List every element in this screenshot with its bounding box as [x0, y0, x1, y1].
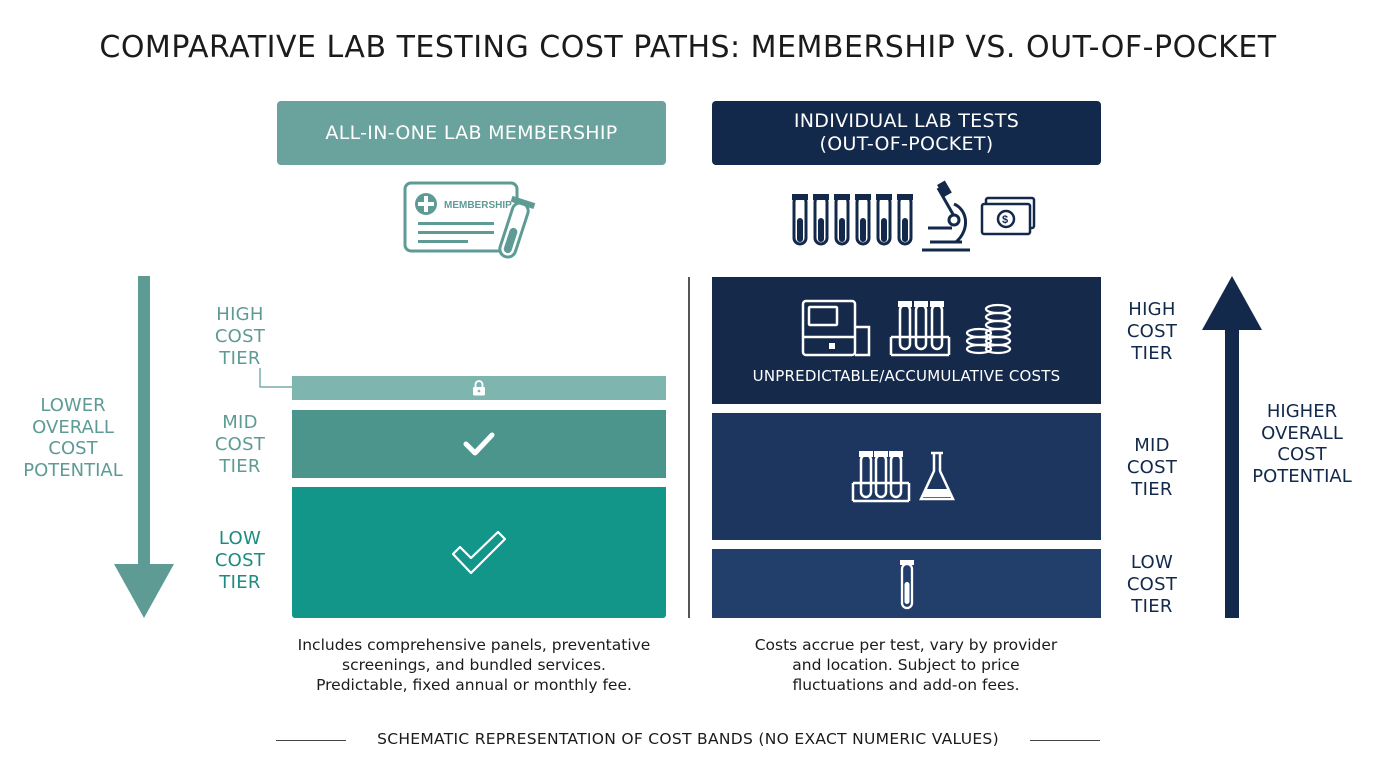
description-line: screenings, and bundled services.	[342, 656, 606, 674]
page-title: COMPARATIVE LAB TESTING COST PATHS: MEMB…	[99, 30, 1277, 65]
lower-cost-label-line: OVERALL	[32, 416, 114, 438]
tier-connector-line	[259, 368, 292, 388]
membership-description: Includes comprehensive panels, preventat…	[274, 635, 674, 695]
individual-high-band: UNPREDICTABLE/ACCUMULATIVE COSTS	[712, 277, 1101, 404]
tier-label-line: COST	[214, 434, 266, 455]
lower-cost-label-line: LOWER	[40, 395, 106, 416]
description-line: Costs accrue per test, vary by provider	[754, 636, 1058, 654]
right-tier-low-label: LOW COST TIER	[1107, 552, 1197, 618]
tier-label-line: HIGH	[1128, 299, 1176, 320]
unpredictable-costs-label: UNPREDICTABLE/ACCUMULATIVE COSTS	[752, 366, 1061, 385]
left-tier-low-label: LOW COST TIER	[195, 528, 285, 594]
lower-cost-label-line: COST	[48, 438, 98, 459]
membership-low-band	[292, 487, 666, 618]
description-line: and location. Subject to price	[792, 656, 1020, 674]
lower-cost-label-line: POTENTIAL	[23, 459, 123, 481]
membership-card-text: MEMBERSHIP	[444, 200, 512, 211]
left-tier-high-label: HIGH COST TIER	[195, 304, 285, 370]
description-line: fluctuations and add-on fees.	[792, 676, 1020, 694]
higher-cost-label-line: OVERALL	[1261, 422, 1343, 444]
higher-cost-label-line: HIGHER	[1266, 401, 1338, 422]
membership-card-icon: MEMBERSHIP	[403, 181, 536, 259]
lock-icon	[473, 380, 485, 396]
checkmark-icon	[463, 432, 495, 456]
individual-tests-header-line2: (OUT-OF-POCKET)	[819, 133, 994, 155]
right-tier-high-label: HIGH COST TIER	[1107, 299, 1197, 365]
footer-rule-right	[1030, 740, 1100, 741]
tier-label-line: COST	[1126, 321, 1178, 342]
tier-label-line: HIGH	[216, 304, 264, 325]
individual-mid-band	[712, 413, 1101, 540]
tier-label-line: TIER	[219, 348, 261, 369]
single-test-tube-icon	[899, 559, 914, 609]
tier-label-line: MID	[1134, 435, 1170, 456]
right-tier-mid-label: MID COST TIER	[1107, 435, 1197, 501]
tier-label-line: MID	[222, 412, 258, 433]
tier-label-line: LOW	[218, 528, 262, 549]
higher-cost-arrow-icon	[1202, 276, 1262, 618]
lower-cost-arrow-icon	[114, 276, 174, 618]
individual-tests-description: Costs accrue per test, vary by provider …	[706, 635, 1106, 695]
lab-analyzer-tubes-coins-icon	[801, 299, 1011, 356]
tier-label-line: TIER	[1131, 479, 1173, 500]
individual-tests-header-line1: INDIVIDUAL LAB TESTS	[793, 110, 1020, 132]
description-line: Predictable, fixed annual or monthly fee…	[316, 676, 632, 694]
tier-label-line: LOW	[1130, 552, 1174, 573]
tier-label-line: TIER	[1131, 343, 1173, 364]
higher-cost-label-line: COST	[1277, 444, 1327, 465]
left-tier-mid-label: MID COST TIER	[195, 412, 285, 478]
membership-mid-band	[292, 410, 666, 478]
tier-label-line: COST	[1126, 574, 1178, 595]
membership-high-band	[292, 376, 666, 400]
higher-cost-label-line: POTENTIAL	[1252, 465, 1352, 487]
description-line: Includes comprehensive panels, preventat…	[297, 636, 651, 654]
tier-label-line: TIER	[219, 572, 261, 593]
lab-tubes-microscope-cash-icon: $	[792, 180, 1036, 252]
footer-note: SCHEMATIC REPRESENTATION OF COST BANDS (…	[377, 730, 999, 748]
checkmark-outline-icon	[451, 530, 507, 574]
tier-label-line: TIER	[219, 456, 261, 477]
svg-text:$: $	[1002, 214, 1008, 226]
tier-label-line: COST	[214, 550, 266, 571]
membership-header-label: ALL-IN-ONE LAB MEMBERSHIP	[325, 121, 618, 144]
test-tubes-flask-icon	[851, 450, 955, 502]
tier-label-line: COST	[214, 326, 266, 347]
membership-header: ALL-IN-ONE LAB MEMBERSHIP	[277, 101, 666, 165]
tier-label-line: TIER	[1131, 596, 1173, 617]
higher-cost-potential-label: HIGHER OVERALL COST POTENTIAL	[1232, 401, 1372, 487]
lower-cost-potential-label: LOWER OVERALL COST POTENTIAL	[3, 395, 143, 481]
footer-rule-left	[276, 740, 346, 741]
individual-tests-header: INDIVIDUAL LAB TESTS (OUT-OF-POCKET)	[712, 101, 1101, 165]
individual-low-band	[712, 549, 1101, 618]
tier-label-line: COST	[1126, 457, 1178, 478]
center-divider	[688, 277, 690, 618]
